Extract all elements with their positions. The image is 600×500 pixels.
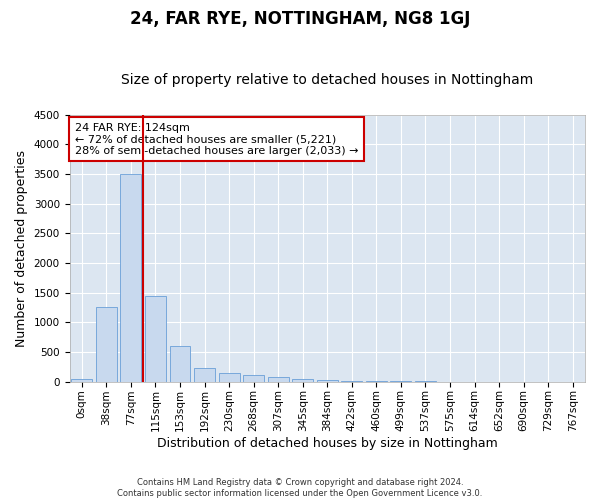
- Text: 24, FAR RYE, NOTTINGHAM, NG8 1GJ: 24, FAR RYE, NOTTINGHAM, NG8 1GJ: [130, 10, 470, 28]
- Bar: [121, 174, 142, 382]
- Bar: [194, 368, 215, 382]
- Bar: [170, 346, 190, 382]
- Bar: [366, 381, 387, 382]
- X-axis label: Distribution of detached houses by size in Nottingham: Distribution of detached houses by size …: [157, 437, 497, 450]
- Text: Contains HM Land Registry data © Crown copyright and database right 2024.
Contai: Contains HM Land Registry data © Crown c…: [118, 478, 482, 498]
- Bar: [218, 374, 239, 382]
- Y-axis label: Number of detached properties: Number of detached properties: [15, 150, 28, 346]
- Title: Size of property relative to detached houses in Nottingham: Size of property relative to detached ho…: [121, 73, 533, 87]
- Bar: [71, 378, 92, 382]
- Bar: [341, 381, 362, 382]
- Bar: [243, 375, 264, 382]
- Bar: [96, 307, 117, 382]
- Bar: [268, 377, 289, 382]
- Bar: [317, 380, 338, 382]
- Text: 24 FAR RYE: 124sqm
← 72% of detached houses are smaller (5,221)
28% of semi-deta: 24 FAR RYE: 124sqm ← 72% of detached hou…: [74, 122, 358, 156]
- Bar: [292, 378, 313, 382]
- Bar: [145, 296, 166, 382]
